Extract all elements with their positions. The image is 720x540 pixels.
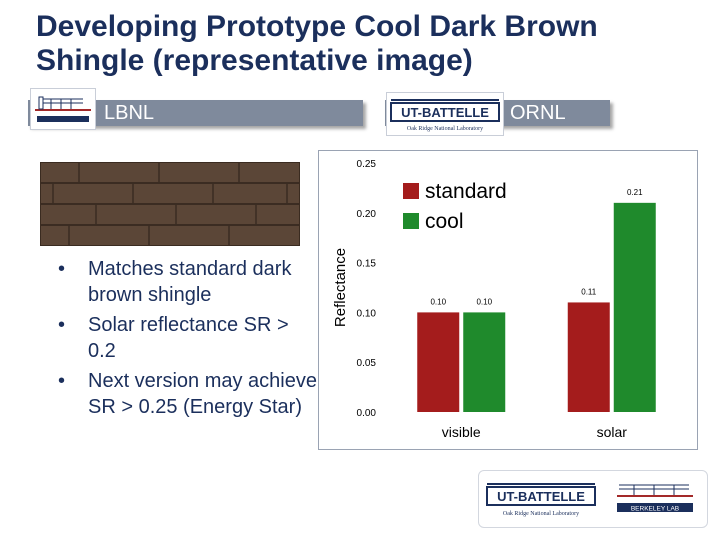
- y-axis-label: Reflectance: [332, 248, 349, 327]
- bar-cool-solar: [613, 202, 656, 412]
- bullet-item: Matches standard dark brown shingle: [52, 256, 317, 308]
- reflectance-chart: 0.00 0.05 0.10 0.15 0.20 0.25 Reflectance 0.10 0…: [318, 150, 698, 450]
- x-category-label: visible: [442, 424, 481, 440]
- y-tick-label: 0.00: [357, 408, 377, 419]
- data-label: 0.21: [627, 188, 643, 197]
- bullet-item: Solar reflectance SR > 0.2: [52, 312, 317, 364]
- y-tick-label: 0.05: [357, 358, 377, 369]
- berkeley-lab-wordmark: BERKELEY LAB: [631, 506, 679, 513]
- bar-cool-visible: [463, 312, 506, 412]
- legend-label: cool: [425, 210, 464, 233]
- y-tick-label: 0.10: [357, 308, 377, 319]
- ornl-logo-subtitle: Oak Ridge National Laboratory: [407, 126, 483, 132]
- bar-standard-solar: [567, 302, 610, 412]
- y-tick-label: 0.15: [357, 259, 377, 270]
- legend-swatch-cool: [403, 213, 419, 229]
- berkeley-lab-logo: [30, 88, 96, 130]
- legend-swatch-standard: [403, 183, 419, 199]
- bottom-logos: UT-BATTELLE Oak Ridge National Laborator…: [478, 470, 708, 528]
- bullet-item: Next version may achieve SR > 0.25 (Ener…: [52, 368, 317, 420]
- slide-title: Developing Prototype Cool Dark Brown Shi…: [36, 10, 598, 77]
- x-category-label: solar: [597, 424, 628, 440]
- legend-box: [399, 181, 523, 237]
- legend-label: standard: [425, 180, 507, 203]
- y-tick-label: 0.20: [357, 209, 377, 220]
- chart-svg: 0.00 0.05 0.10 0.15 0.20 0.25 Reflectance 0.10 0…: [332, 159, 656, 440]
- y-tick-label: 0.25: [357, 159, 377, 170]
- bullet-list: Matches standard dark brown shingle Sola…: [52, 256, 317, 424]
- ut-battelle-logo: UT-BATTELLE Oak Ridge National Laborator…: [386, 92, 504, 136]
- shingle-image: [40, 162, 300, 246]
- data-label: 0.10: [476, 297, 492, 306]
- data-label: 0.10: [430, 297, 446, 306]
- ornl-subtitle-bottom: Oak Ridge National Laboratory: [503, 511, 579, 517]
- ornl-label: ORNL: [510, 102, 566, 124]
- lbnl-label: LBNL: [104, 102, 155, 124]
- ut-battelle-wordmark-bottom: UT-BATTELLE: [497, 489, 585, 504]
- bar-standard-visible: [417, 312, 460, 412]
- data-label: 0.11: [581, 287, 597, 296]
- ut-battelle-wordmark: UT-BATTELLE: [401, 105, 489, 120]
